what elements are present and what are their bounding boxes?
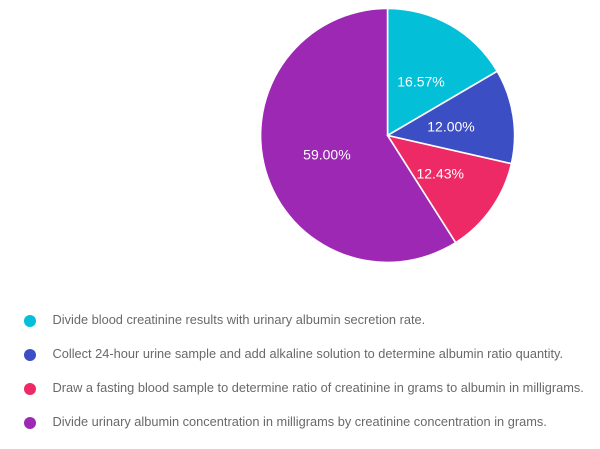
svg-text:59.00%: 59.00% [303,146,350,162]
svg-text:12.00%: 12.00% [427,119,474,135]
svg-text:16.57%: 16.57% [397,73,444,89]
svg-text:12.43%: 12.43% [416,165,463,181]
